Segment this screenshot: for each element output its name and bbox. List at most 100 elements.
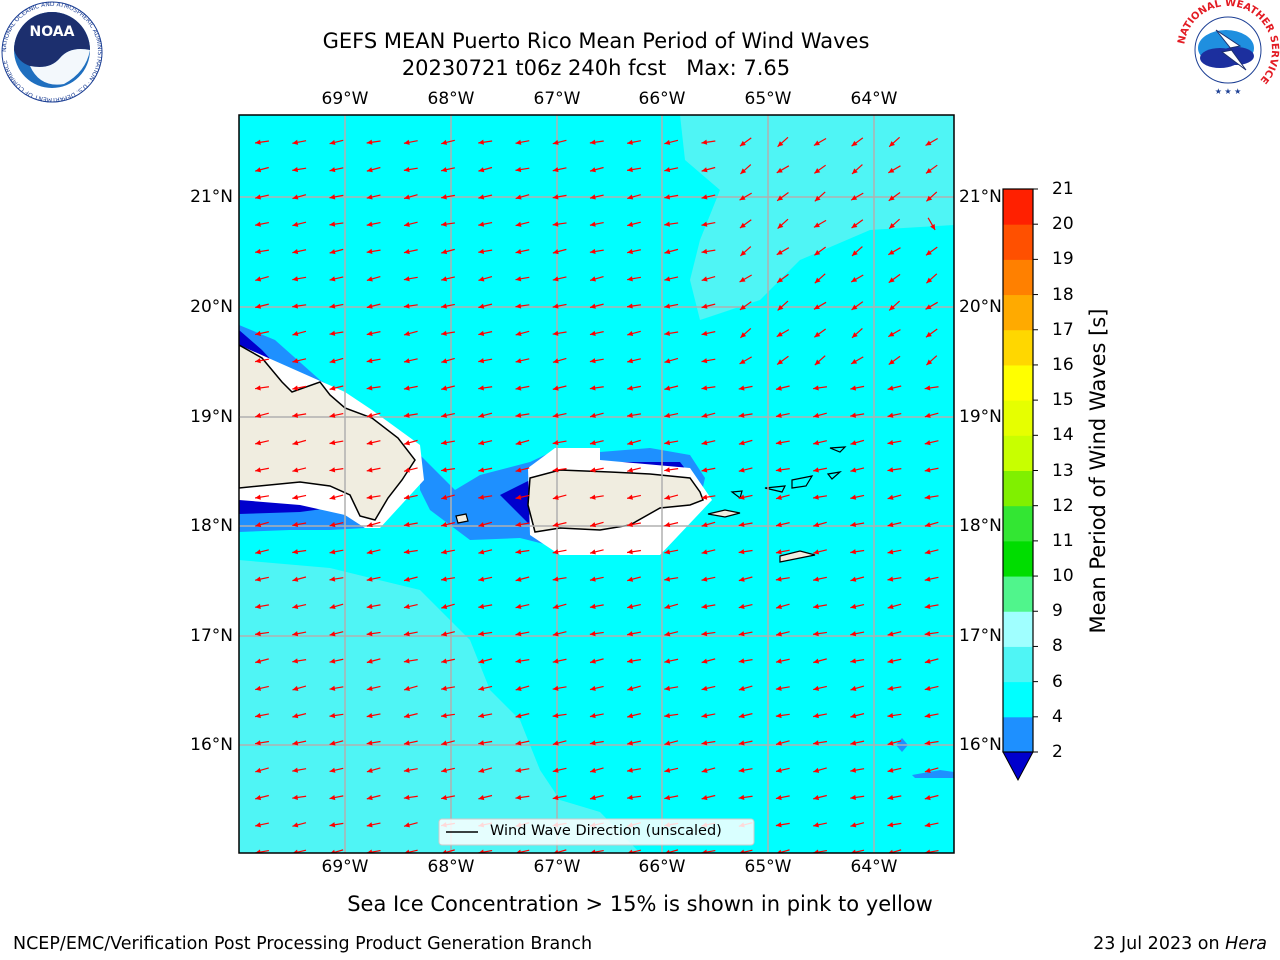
wind-arrow-head bbox=[589, 631, 596, 637]
chart-subtitle: 20230721 t06z 240h fcst Max: 7.65 bbox=[401, 56, 791, 80]
wind-arrow-head bbox=[515, 494, 522, 500]
wind-arrow-head bbox=[926, 277, 933, 284]
wind-arrow-head bbox=[478, 603, 485, 609]
wind-arrow-head bbox=[404, 849, 410, 853]
wind-arrow-head bbox=[887, 467, 894, 473]
wind-arrow-head bbox=[813, 576, 819, 582]
wind-arrow-head bbox=[478, 522, 485, 528]
wind-arrow-head bbox=[739, 195, 746, 201]
wind-arrow-head bbox=[775, 522, 782, 528]
wind-arrow-head bbox=[552, 249, 559, 255]
wind-arrow-head bbox=[552, 467, 559, 473]
colorbar-extend-triangle bbox=[1002, 751, 1034, 782]
sea-ice-note: Sea Ice Concentration > 15% is shown in … bbox=[0, 891, 1280, 917]
wind-arrow-head bbox=[664, 740, 671, 746]
wind-arrow-head bbox=[627, 358, 634, 364]
wind-arrow-head bbox=[813, 140, 820, 146]
wind-arrow-head bbox=[701, 467, 708, 473]
wind-arrow-head bbox=[664, 385, 671, 391]
wind-arrow-head bbox=[366, 167, 373, 173]
wind-arrow-head bbox=[738, 521, 745, 528]
wind-arrow-head bbox=[775, 412, 782, 418]
wind-arrow-head bbox=[329, 467, 336, 473]
wind-arrow-head bbox=[404, 685, 410, 691]
wind-arrow-head bbox=[888, 359, 895, 365]
tick-label: 67°W bbox=[533, 857, 581, 877]
wind-arrow-head bbox=[552, 412, 559, 418]
wind-arrow-head bbox=[292, 303, 298, 309]
wind-arrow-head bbox=[292, 166, 299, 173]
wind-arrow-head bbox=[292, 631, 299, 637]
wind-arrow-head bbox=[515, 603, 522, 610]
tick-label: 68°W bbox=[427, 89, 475, 109]
tick-label: 67°W bbox=[533, 89, 581, 109]
wind-arrow-head bbox=[924, 631, 931, 637]
wind-arrow-head bbox=[255, 412, 262, 418]
wind-arrow-head bbox=[776, 849, 782, 853]
wind-arrow-head bbox=[701, 795, 708, 801]
wind-arrow-head bbox=[478, 549, 485, 555]
wind-arrow-head bbox=[813, 494, 819, 500]
wind-arrow-head bbox=[329, 330, 336, 336]
colorbar-tick-label: 8 bbox=[1052, 636, 1063, 657]
wind-arrow-head bbox=[777, 195, 784, 201]
wind-arrow-head bbox=[478, 440, 485, 446]
tick-label: 20°N bbox=[190, 297, 233, 317]
wind-arrow-head bbox=[850, 603, 857, 610]
wind-arrow-head bbox=[740, 332, 747, 338]
island-hispaniola bbox=[239, 344, 416, 521]
wind-arrow-head bbox=[552, 303, 559, 309]
island-puerto-rico bbox=[527, 469, 704, 533]
wind-arrow-head bbox=[255, 330, 261, 336]
wind-arrow-head bbox=[404, 467, 410, 473]
colorbar-tick-label: 12 bbox=[1052, 495, 1074, 516]
wind-arrow-head bbox=[813, 222, 820, 228]
wind-arrow-head bbox=[664, 604, 671, 610]
wind-arrow-head bbox=[664, 440, 671, 446]
wind-arrow-head bbox=[738, 713, 745, 719]
wind-arrow-head bbox=[887, 494, 894, 500]
wind-arrow-head bbox=[552, 767, 559, 773]
wind-arrow-head bbox=[404, 576, 410, 582]
wind-arrow-head bbox=[366, 248, 373, 255]
wind-arrow-head bbox=[664, 167, 671, 173]
colorbar-segment bbox=[1003, 470, 1033, 507]
wind-arrow-head bbox=[552, 385, 559, 391]
tick-label: 69°W bbox=[321, 89, 369, 109]
wind-arrow-head bbox=[589, 358, 596, 364]
wind-arrow-head bbox=[366, 440, 373, 446]
wind-arrow-head bbox=[627, 166, 633, 173]
wind-arrow-head bbox=[329, 549, 336, 555]
wind-arrow-head bbox=[776, 631, 782, 637]
wind-arrow-head bbox=[292, 822, 299, 828]
wind-arrow-head bbox=[701, 849, 707, 853]
wind-arrow-head bbox=[664, 249, 671, 255]
wind-arrow-head bbox=[552, 794, 559, 801]
wind-arrow-head bbox=[924, 685, 931, 691]
wind-arrow-head bbox=[590, 276, 596, 282]
wind-arrow-head bbox=[404, 330, 410, 337]
wind-arrow-head bbox=[813, 849, 819, 853]
wind-arrow-head bbox=[366, 467, 373, 473]
wind-arrow-head bbox=[589, 713, 596, 719]
wind-arrow-head bbox=[515, 194, 522, 200]
tick-label: 18°N bbox=[190, 516, 233, 536]
wind-arrow-head bbox=[478, 494, 485, 500]
wind-arrow-head bbox=[813, 385, 819, 391]
colorbar-segment bbox=[1003, 435, 1033, 471]
wind-arrow-head bbox=[627, 139, 633, 145]
wind-arrow-head bbox=[925, 331, 932, 338]
wind-arrow-head bbox=[552, 167, 559, 173]
wind-arrow-head bbox=[552, 494, 559, 500]
wind-arrow-head bbox=[329, 385, 336, 391]
tick-label: 65°W bbox=[744, 89, 792, 109]
nws-logo: NATIONAL WEATHER SERVICE ★ ★ ★ bbox=[1176, 0, 1280, 100]
wind-arrow-head bbox=[478, 849, 484, 853]
wind-arrow-head bbox=[777, 141, 784, 147]
wind-arrow-head bbox=[627, 385, 633, 391]
wind-arrow-head bbox=[775, 712, 782, 719]
wind-arrow-head bbox=[255, 221, 261, 227]
wind-arrow-head bbox=[590, 795, 596, 801]
wind-arrow-head bbox=[552, 604, 559, 610]
